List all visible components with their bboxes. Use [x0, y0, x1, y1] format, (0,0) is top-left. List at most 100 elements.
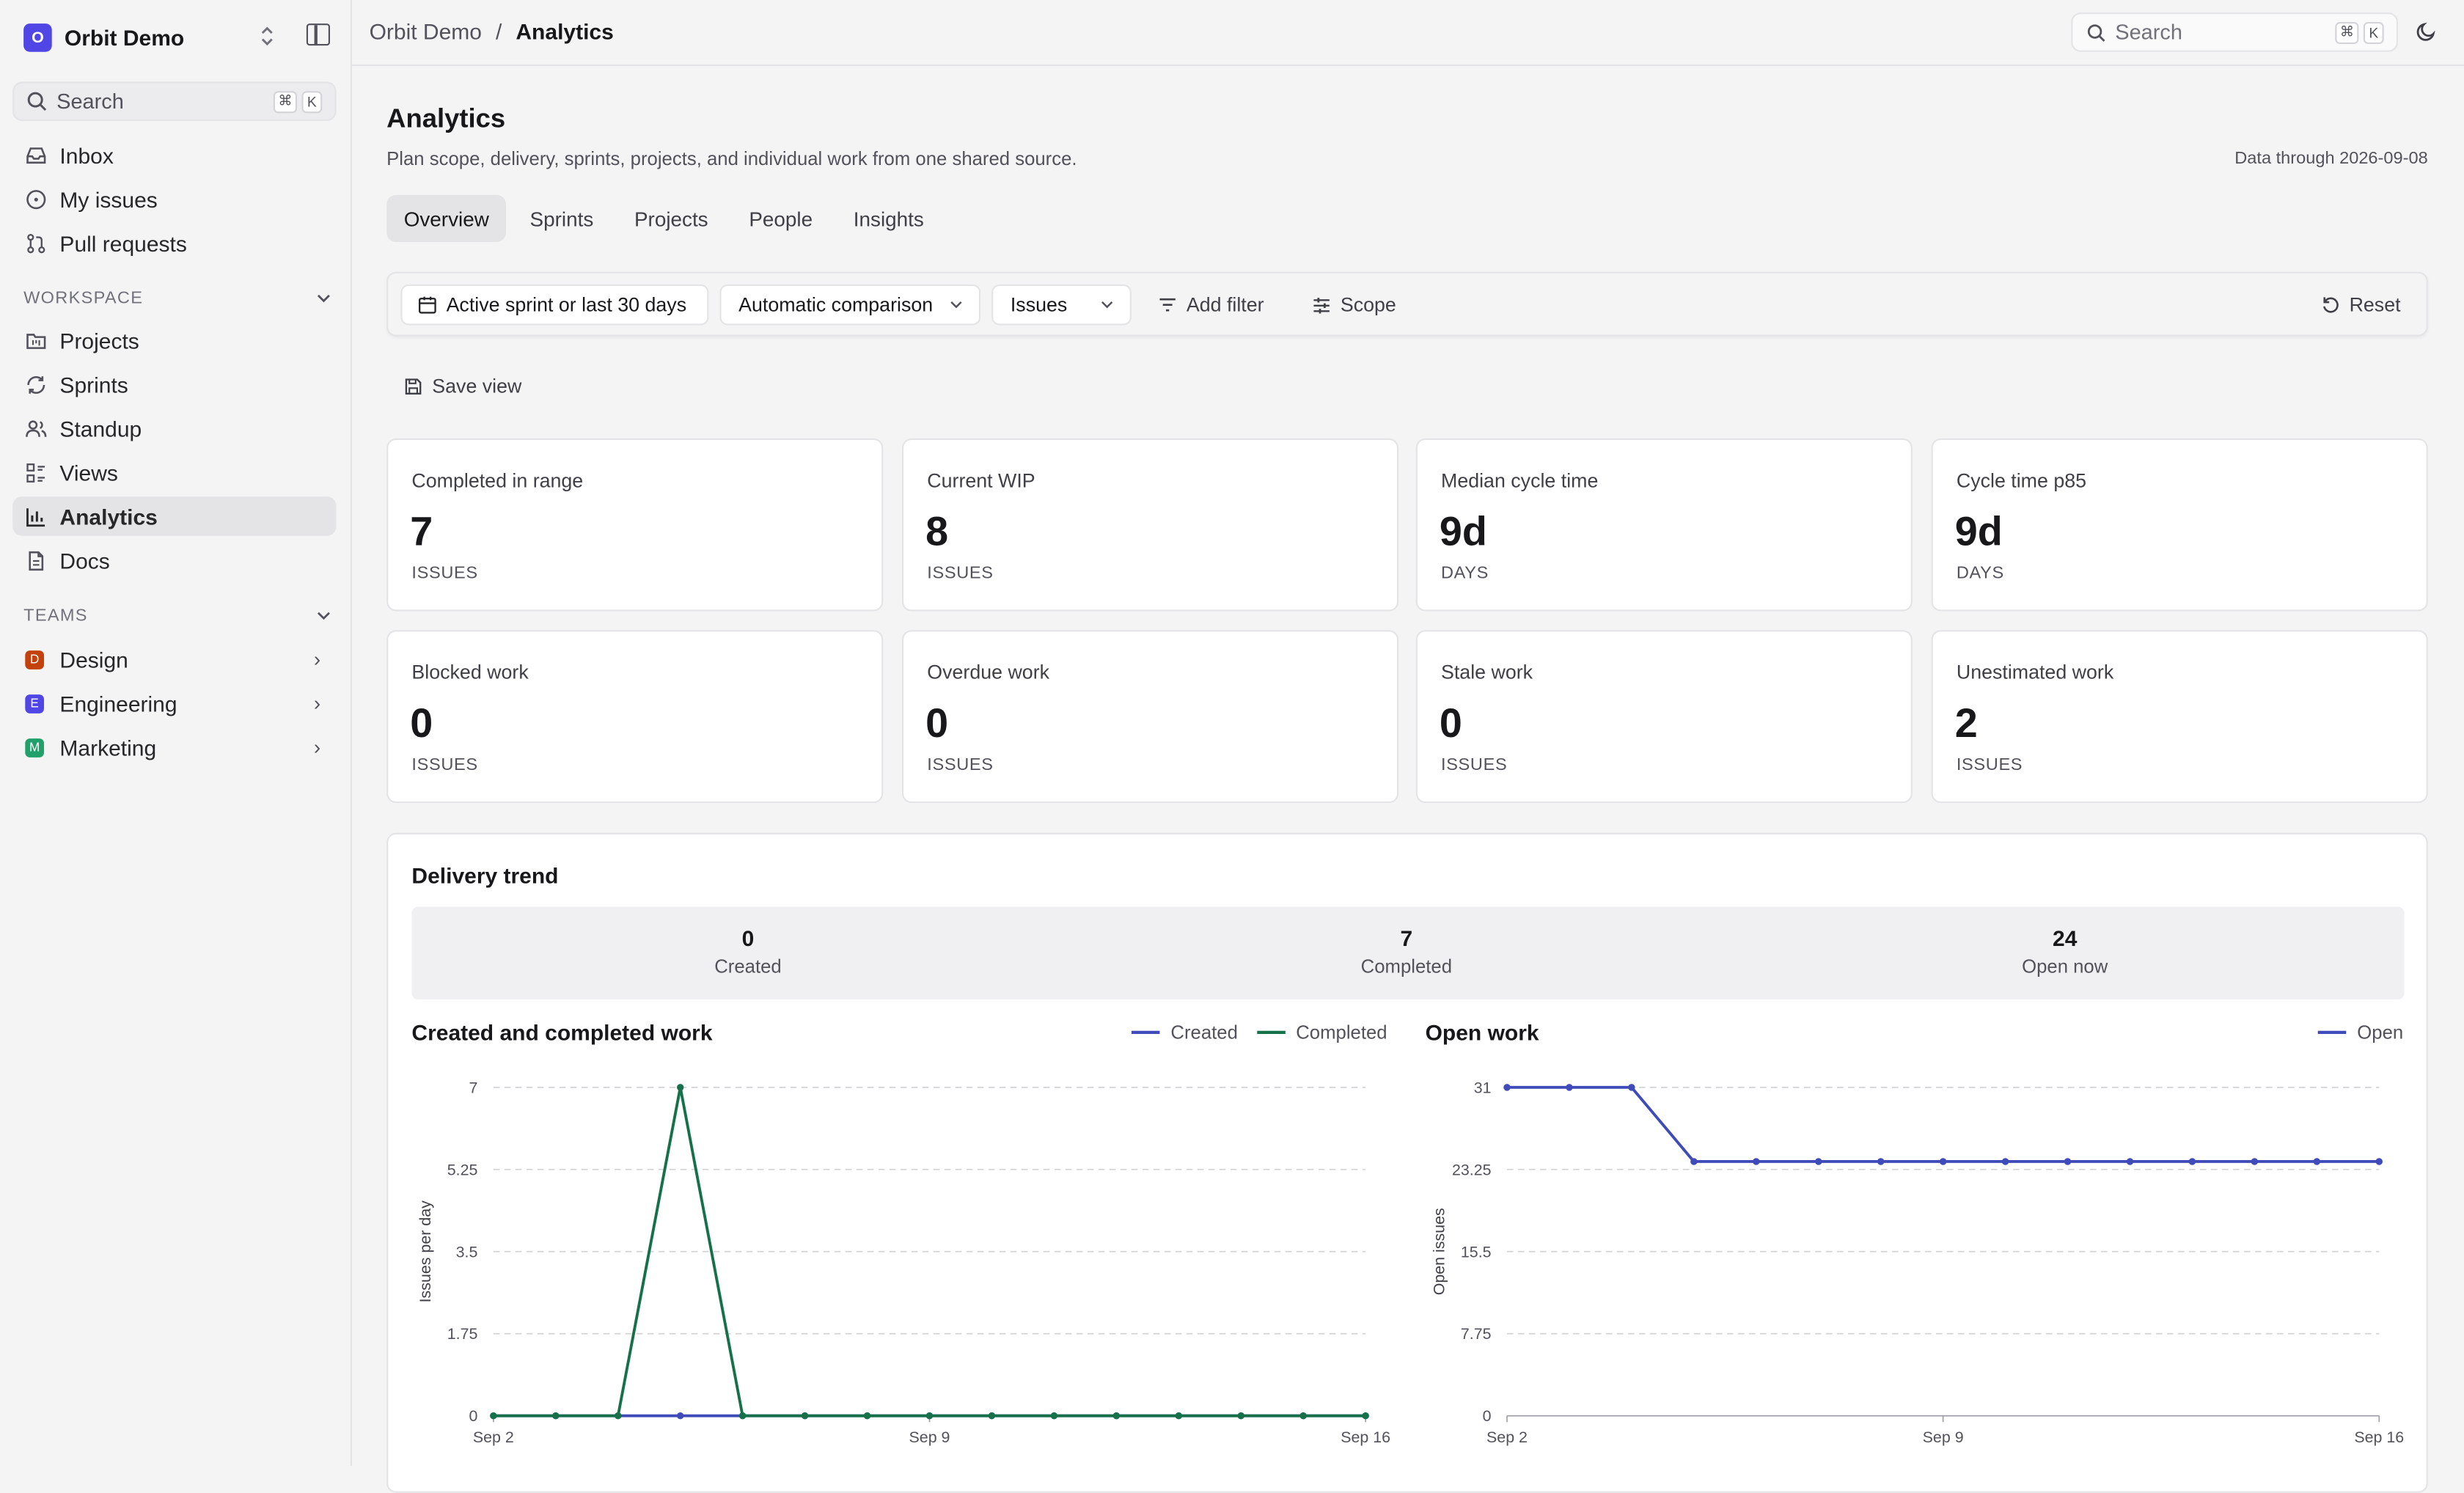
data-point-open [2064, 1158, 2072, 1165]
metric-unit: ISSUES [1440, 755, 1508, 775]
sidebar-item-label: Pull requests [59, 230, 187, 256]
sidebar-item-analytics[interactable]: Analytics [12, 496, 337, 536]
data-point-completed [615, 1412, 622, 1420]
metric-value: 2 [1954, 699, 1978, 746]
sidebar-item-my-issues[interactable]: My issues [12, 179, 336, 219]
sidebar-toggle-icon[interactable] [306, 23, 330, 46]
data-point-completed [1362, 1412, 1369, 1420]
legend-swatch-open [2317, 1030, 2347, 1034]
date-range-button[interactable]: Active sprint or last 30 days [400, 284, 709, 326]
summary-label: Open now [2022, 955, 2108, 977]
chevron-right-icon: › [313, 691, 321, 715]
tab-people[interactable]: People [749, 206, 813, 230]
save-view-button[interactable]: Save view [404, 375, 522, 398]
metric-card-unestimated: Unestimated work 2 ISSUES [1931, 630, 2428, 803]
git-pull-request-icon [25, 232, 47, 254]
sidebar-team-engineering[interactable]: E Engineering › [12, 683, 336, 723]
y-axis-label: Issues per day [417, 1200, 434, 1303]
data-point-completed [490, 1412, 497, 1420]
data-point-completed [1175, 1412, 1183, 1420]
list-view-icon [25, 461, 47, 483]
sidebar-item-docs[interactable]: Docs [12, 540, 336, 580]
data-point-open [1939, 1158, 1947, 1165]
sidebar-search-label: Search [56, 89, 124, 114]
legend-swatch-created [1131, 1030, 1160, 1034]
workspace-section-header[interactable]: WORKSPACE [23, 289, 331, 308]
sidebar-item-inbox[interactable]: Inbox [12, 135, 336, 175]
x-tick-label: Sep 9 [1923, 1428, 1964, 1446]
x-tick-label: Sep 9 [909, 1428, 950, 1446]
calendar-icon [418, 296, 437, 315]
data-point-completed [1237, 1412, 1244, 1420]
main-content: Orbit Demo / Analytics Search ⌘ K Analyt… [352, 0, 2464, 1493]
teams-section-header[interactable]: TEAMS [23, 606, 331, 626]
sidebar-item-pull-requests[interactable]: Pull requests [12, 223, 336, 263]
sidebar-item-label: Docs [59, 547, 110, 573]
x-tick-label: Sep 16 [1341, 1428, 1390, 1446]
metric-value: 9d [1954, 507, 2003, 555]
team-label: Engineering [59, 690, 177, 716]
scope-button[interactable]: Scope [1297, 285, 1422, 326]
tab-projects[interactable]: Projects [634, 206, 708, 230]
tab-sprints[interactable]: Sprints [529, 206, 594, 230]
y-tick-label: 1.75 [447, 1325, 478, 1343]
tab-overview[interactable]: Overview [386, 194, 507, 242]
metric-unit: ISSUES [927, 755, 994, 775]
sidebar-item-label: Analytics [59, 503, 158, 529]
metric-label: Median cycle time [1440, 469, 1599, 492]
metric-card-completed: Completed in range 7 ISSUES [386, 438, 884, 612]
open-work-chart: 0 7.75 15.5 23.25 31 Sep 2 Sep 9 Sep 16 Open iss… [1430, 1079, 2404, 1446]
metric-label: Current WIP [927, 469, 1035, 492]
comparison-select[interactable]: Automatic comparison [719, 284, 981, 326]
section-heading: TEAMS [23, 606, 88, 626]
sidebar-item-standup[interactable]: Standup [12, 408, 336, 448]
save-view-label: Save view [432, 375, 522, 398]
data-point-completed [925, 1412, 934, 1420]
tab-insights[interactable]: Insights [853, 206, 924, 230]
delivery-trend-title: Delivery trend [411, 862, 559, 888]
circle-dot-icon [25, 188, 47, 210]
team-label: Marketing [59, 734, 157, 760]
file-text-icon [25, 549, 47, 571]
sidebar-item-label: Views [59, 459, 118, 485]
sidebar-team-design[interactable]: D Design › [12, 639, 336, 679]
summary-value: 24 [2053, 925, 2078, 951]
breadcrumb-workspace[interactable]: Orbit Demo [369, 18, 482, 44]
created-completed-chart: 0 1.75 3.5 5.25 7 Sep 2 Sep 9 Sep 16 Issues per … [417, 1079, 1390, 1446]
summary-open-now: 24 Open now [1907, 925, 2222, 977]
reset-button[interactable]: Reset [2306, 285, 2416, 326]
summary-value: 7 [1400, 925, 1413, 951]
moon-icon[interactable] [2416, 21, 2438, 43]
entity-select[interactable]: Issues [991, 284, 1132, 326]
data-point-open [1503, 1084, 1511, 1091]
metric-value: 8 [925, 507, 949, 555]
sidebar-search[interactable]: Search ⌘ K [12, 81, 337, 121]
sidebar-item-views[interactable]: Views [12, 452, 336, 492]
data-point-completed [801, 1412, 809, 1420]
sidebar-team-marketing[interactable]: M Marketing › [12, 727, 336, 767]
breadcrumb: Orbit Demo / Analytics [370, 19, 614, 44]
add-filter-button[interactable]: Add filter [1143, 285, 1284, 326]
workspace-switcher[interactable]: O Orbit Demo [23, 22, 338, 54]
x-tick-label: Sep 2 [1486, 1428, 1528, 1446]
summary-label: Created [714, 955, 782, 977]
bar-chart-icon [25, 505, 47, 527]
reset-label: Reset [2349, 293, 2401, 316]
delivery-trend-panel: Delivery trend 0 Created 7 Completed 24 … [386, 832, 2428, 1493]
metric-label: Blocked work [411, 661, 529, 684]
metric-unit: ISSUES [927, 564, 994, 583]
chevrons-up-down-icon[interactable] [260, 25, 275, 47]
metric-label: Unestimated work [1956, 661, 2114, 684]
workspace-logo: O [23, 23, 52, 52]
metric-unit: ISSUES [411, 564, 478, 583]
metric-card-cycle-p85: Cycle time p85 9d DAYS [1931, 438, 2428, 612]
header-search[interactable]: Search ⌘ K [2071, 12, 2398, 52]
y-tick-label: 7.75 [1461, 1325, 1492, 1343]
y-tick-label: 0 [469, 1407, 478, 1425]
data-through-label: Data through 2026-09-08 [2234, 149, 2428, 169]
sidebar-item-sprints[interactable]: Sprints [12, 364, 336, 404]
sidebar-item-projects[interactable]: Projects [12, 320, 336, 360]
metric-label: Cycle time p85 [1956, 469, 2087, 492]
metric-unit: ISSUES [1956, 755, 2023, 775]
data-point-completed [988, 1412, 996, 1420]
